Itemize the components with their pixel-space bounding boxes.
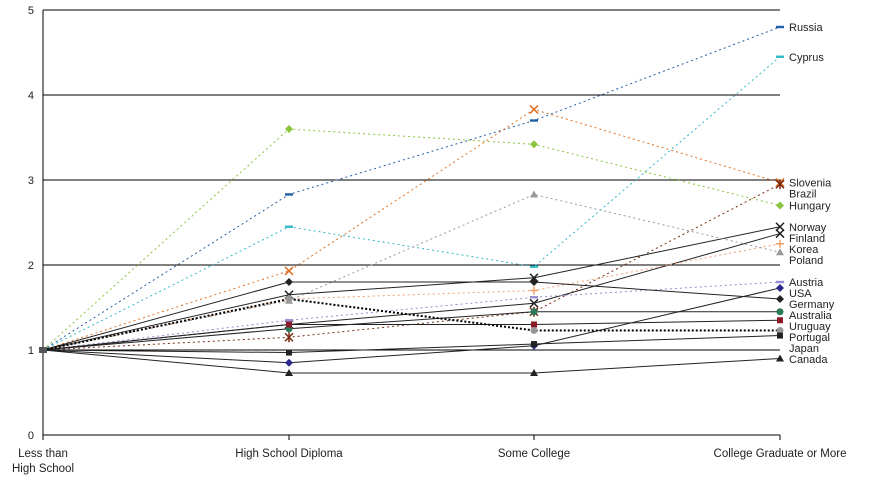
series-label-finland: Finland bbox=[789, 233, 825, 245]
series-line-hungary bbox=[42, 128, 781, 351]
data-point-marker bbox=[777, 317, 783, 324]
data-point-marker bbox=[530, 140, 538, 149]
x-tick-label: Less than High School bbox=[12, 448, 74, 475]
series-label-cyprus: Cyprus bbox=[789, 52, 824, 64]
data-point-marker bbox=[529, 273, 539, 283]
data-point-marker bbox=[777, 332, 783, 339]
series-line-korea bbox=[42, 243, 781, 351]
data-point-marker bbox=[285, 358, 293, 367]
data-point-marker bbox=[530, 296, 538, 299]
y-tick-label: 3 bbox=[28, 175, 34, 187]
data-point-marker bbox=[776, 295, 784, 303]
series-label-usa: USA bbox=[789, 288, 812, 300]
data-point-marker bbox=[776, 354, 784, 362]
data-point-marker bbox=[286, 349, 292, 356]
data-point-marker bbox=[285, 225, 293, 228]
series-line-norway bbox=[42, 226, 781, 351]
series-line-uruguay bbox=[42, 319, 781, 351]
y-tick-label: 5 bbox=[28, 5, 34, 17]
data-point-marker bbox=[776, 248, 784, 256]
data-point-marker bbox=[775, 229, 785, 239]
data-point-marker bbox=[530, 190, 538, 198]
series-label-australia: Australia bbox=[789, 310, 833, 322]
x-tick-label: Some College bbox=[498, 448, 570, 460]
x-tick-label: College Graduate or More bbox=[714, 448, 847, 460]
series-line-japan bbox=[42, 335, 781, 354]
data-point-marker bbox=[285, 295, 293, 303]
series-line-russia bbox=[42, 26, 781, 351]
series-label-japan: Japan bbox=[789, 343, 819, 355]
data-point-marker bbox=[776, 25, 784, 29]
series-line-usa bbox=[42, 287, 781, 364]
data-point-marker bbox=[530, 278, 538, 286]
data-point-marker bbox=[530, 286, 538, 295]
series-label-slovenia: Slovenia bbox=[789, 178, 832, 190]
series-label-brazil: Brazil bbox=[789, 189, 817, 201]
series-line-slovenia bbox=[42, 108, 781, 351]
data-point-marker bbox=[776, 326, 784, 334]
origin-marker bbox=[39, 347, 47, 353]
data-point-marker bbox=[530, 368, 538, 376]
series-label-russia: Russia bbox=[789, 22, 824, 34]
data-point-marker bbox=[530, 326, 538, 334]
series-label-germany: Germany bbox=[789, 299, 835, 311]
data-point-marker bbox=[776, 201, 784, 210]
series-label-canada: Canada bbox=[789, 354, 828, 366]
data-point-marker bbox=[530, 308, 538, 316]
data-point-marker bbox=[776, 55, 784, 58]
series-label-portugal: Portugal bbox=[789, 332, 830, 344]
data-point-marker bbox=[776, 239, 784, 248]
series-line-brazil bbox=[42, 183, 781, 351]
data-point-marker bbox=[285, 125, 293, 133]
data-point-marker bbox=[285, 368, 293, 376]
data-point-marker bbox=[776, 308, 784, 316]
series-label-korea: Korea bbox=[789, 244, 819, 256]
y-tick-label: 0 bbox=[28, 430, 34, 442]
data-point-marker bbox=[530, 119, 538, 122]
x-tick-label: High School Diploma bbox=[235, 448, 343, 460]
series-label-uruguay: Uruguay bbox=[789, 321, 831, 333]
data-point-marker bbox=[529, 104, 539, 114]
series-label-austria: Austria bbox=[789, 277, 824, 289]
data-point-marker bbox=[529, 298, 539, 308]
y-tick-label: 4 bbox=[28, 90, 34, 102]
series-label-hungary: Hungary bbox=[789, 201, 831, 213]
data-point-marker bbox=[776, 283, 784, 292]
series-label-poland: Poland bbox=[789, 255, 823, 267]
series-line-austria bbox=[42, 281, 781, 351]
series-line-canada bbox=[42, 349, 781, 374]
data-point-marker bbox=[285, 193, 293, 196]
data-point-marker bbox=[775, 179, 785, 190]
data-point-marker bbox=[286, 321, 292, 328]
series-line-germany bbox=[42, 281, 781, 351]
data-point-marker bbox=[285, 319, 293, 322]
data-point-marker bbox=[531, 341, 537, 348]
data-point-marker bbox=[775, 222, 785, 232]
y-tick-label: 1 bbox=[28, 345, 34, 357]
y-tick-label: 2 bbox=[28, 260, 34, 272]
data-point-marker bbox=[776, 280, 784, 284]
data-point-marker bbox=[285, 278, 293, 286]
data-point-marker bbox=[284, 266, 294, 276]
series-line-portugal bbox=[42, 297, 780, 351]
data-point-marker bbox=[531, 321, 537, 328]
series-line-australia bbox=[42, 311, 780, 351]
data-point-marker bbox=[284, 332, 294, 343]
series-label-norway: Norway bbox=[789, 222, 827, 234]
series-line-cyprus bbox=[42, 56, 781, 351]
data-point-marker bbox=[530, 265, 538, 268]
